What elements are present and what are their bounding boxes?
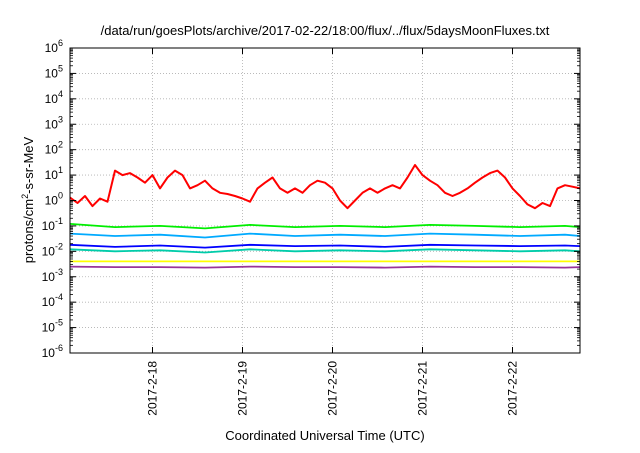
series-line-5 bbox=[69, 243, 581, 249]
x-tick-label: 2017-2-22 bbox=[506, 361, 520, 416]
y-tick-label: 10-6 bbox=[42, 343, 63, 360]
ticks-layer: 10610510410310210110010-110-210-310-410-… bbox=[42, 38, 580, 416]
y-tick-exponent: 2 bbox=[58, 140, 63, 150]
y-tick-label: 10-4 bbox=[42, 292, 63, 309]
y-tick-exponent: -2 bbox=[55, 241, 63, 251]
y-tick-label: 104 bbox=[45, 89, 63, 106]
y-tick-exponent: -6 bbox=[55, 343, 63, 353]
y-tick-base: 10 bbox=[45, 194, 59, 208]
series-line-2 bbox=[69, 223, 581, 230]
y-axis-label-superscript: 2 bbox=[20, 194, 30, 199]
x-tick-label: 2017-2-20 bbox=[326, 361, 340, 416]
y-tick-label: 10-3 bbox=[42, 267, 63, 284]
y-tick-base: 10 bbox=[42, 321, 56, 335]
y-tick-label: 100 bbox=[45, 191, 63, 208]
y-tick-exponent: -4 bbox=[55, 292, 63, 302]
y-axis-label-prefix: protons/cm bbox=[21, 199, 36, 263]
y-tick-exponent: -1 bbox=[55, 216, 63, 226]
y-tick-base: 10 bbox=[42, 244, 56, 258]
series-line-3 bbox=[69, 232, 581, 239]
x-axis-label: Coordinated Universal Time (UTC) bbox=[225, 428, 424, 443]
y-tick-label: 10-5 bbox=[42, 318, 63, 335]
y-tick-exponent: 4 bbox=[58, 89, 63, 99]
x-tick-label: 2017-2-21 bbox=[416, 361, 430, 416]
y-tick-exponent: 6 bbox=[58, 38, 63, 48]
y-tick-exponent: 1 bbox=[58, 165, 63, 175]
y-axis-label-suffix: -s-sr-MeV bbox=[21, 136, 36, 193]
y-tick-label: 103 bbox=[45, 114, 63, 131]
y-tick-base: 10 bbox=[42, 295, 56, 309]
y-tick-base: 10 bbox=[42, 346, 56, 360]
y-tick-base: 10 bbox=[42, 219, 56, 233]
y-tick-label: 10-1 bbox=[42, 216, 63, 233]
y-tick-exponent: 0 bbox=[58, 191, 63, 201]
y-tick-exponent: -5 bbox=[55, 318, 63, 328]
y-tick-base: 10 bbox=[45, 168, 59, 182]
x-tick-label: 2017-2-18 bbox=[146, 361, 160, 416]
y-tick-exponent: 5 bbox=[58, 63, 63, 73]
y-tick-label: 10-2 bbox=[42, 241, 63, 258]
series-line-1 bbox=[69, 164, 581, 210]
y-tick-base: 10 bbox=[45, 66, 59, 80]
series-line-4 bbox=[69, 248, 581, 254]
series-line-7 bbox=[69, 265, 581, 269]
y-tick-base: 10 bbox=[45, 92, 59, 106]
y-tick-label: 105 bbox=[45, 63, 63, 80]
chart-title: /data/run/goesPlots/archive/2017-02-22/1… bbox=[101, 23, 550, 38]
y-tick-label: 102 bbox=[45, 140, 63, 157]
y-tick-base: 10 bbox=[45, 41, 59, 55]
y-tick-base: 10 bbox=[45, 143, 59, 157]
y-tick-base: 10 bbox=[45, 117, 59, 131]
y-axis-label: protons/cm2-s-sr-MeV bbox=[20, 136, 36, 263]
y-tick-label: 101 bbox=[45, 165, 63, 182]
y-tick-label: 106 bbox=[45, 38, 63, 55]
series-layer bbox=[69, 164, 581, 269]
x-tick-label: 2017-2-19 bbox=[236, 361, 250, 416]
grid-layer bbox=[70, 48, 580, 353]
y-tick-base: 10 bbox=[42, 270, 56, 284]
y-tick-exponent: 3 bbox=[58, 114, 63, 124]
y-tick-exponent: -3 bbox=[55, 267, 63, 277]
